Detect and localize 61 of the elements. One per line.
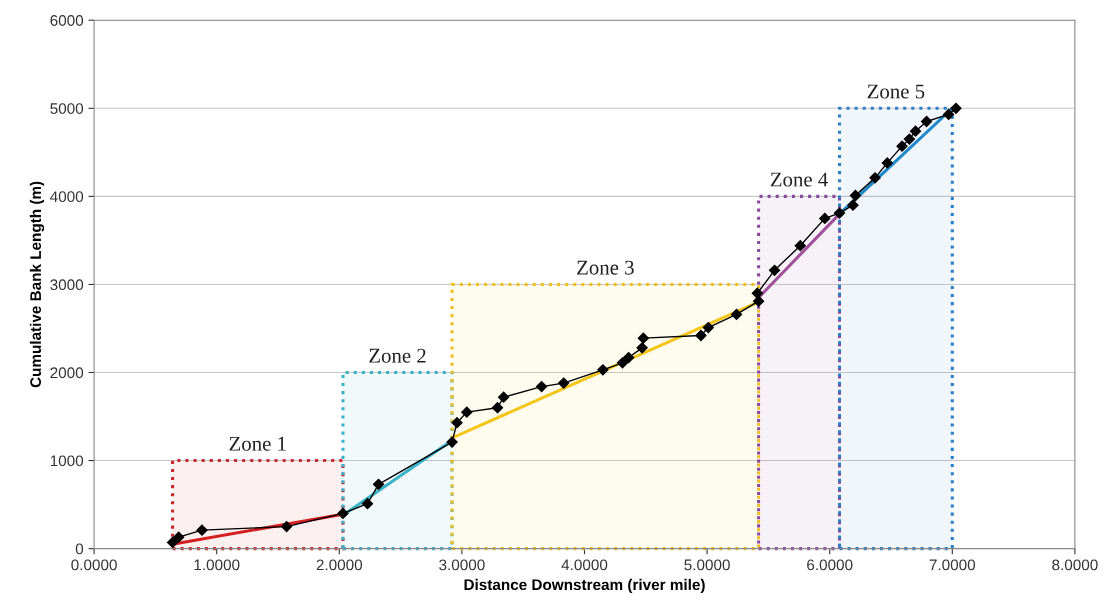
y-axis-title: Cumulative Bank Length (m) xyxy=(29,181,45,388)
point xyxy=(903,133,915,145)
point xyxy=(451,417,463,429)
y-tick-label: 1000 xyxy=(50,455,84,467)
point xyxy=(909,125,922,137)
point xyxy=(337,507,349,520)
x-tick-label: 5.0000 xyxy=(684,559,730,571)
point xyxy=(166,536,179,549)
x-tick-label: 7.0000 xyxy=(929,559,976,571)
band-label: Zone 1 xyxy=(229,436,286,451)
point xyxy=(819,212,831,224)
point xyxy=(695,329,707,342)
point xyxy=(372,478,385,490)
band-label: Zone 5 xyxy=(867,84,925,99)
point xyxy=(730,308,743,320)
x-tick-label: 6.0000 xyxy=(807,559,853,571)
band-label: Zone 2 xyxy=(369,348,426,363)
x-tick-label: 3.0000 xyxy=(439,559,485,571)
point xyxy=(491,402,504,414)
x-tick-label: 0.0000 xyxy=(71,559,117,571)
y-tick-label: 3000 xyxy=(50,279,84,291)
point xyxy=(280,521,293,533)
point xyxy=(768,264,781,276)
point xyxy=(597,364,609,376)
y-tick-label: 5000 xyxy=(50,103,84,114)
point xyxy=(794,240,806,252)
point xyxy=(702,321,714,334)
point xyxy=(535,380,548,393)
point xyxy=(833,207,846,219)
point xyxy=(637,332,649,344)
y-tick-label: 0 xyxy=(75,543,84,555)
x-tick-label: 8.0000 xyxy=(1052,559,1098,571)
point xyxy=(636,342,648,354)
point xyxy=(943,108,955,121)
point xyxy=(869,172,881,184)
point xyxy=(847,199,859,211)
y-tick-label: 2000 xyxy=(50,367,84,379)
point xyxy=(849,189,862,202)
point xyxy=(497,391,510,403)
y-tick-label: 4000 xyxy=(50,191,84,203)
point xyxy=(751,287,763,299)
band-label: Zone 3 xyxy=(577,260,634,275)
point xyxy=(558,377,570,389)
band-label: Zone 4 xyxy=(770,172,828,187)
point xyxy=(623,351,635,364)
point xyxy=(173,531,185,543)
point xyxy=(196,524,208,536)
x-tick-label: 4.0000 xyxy=(561,559,608,571)
point xyxy=(950,102,962,114)
x-axis-title: Distance Downstream (river mile) xyxy=(464,578,705,594)
point xyxy=(881,157,893,169)
point xyxy=(752,295,765,307)
point xyxy=(446,436,458,448)
x-tick-label: 2.0000 xyxy=(316,559,363,571)
point xyxy=(616,357,629,369)
point xyxy=(461,406,473,418)
point xyxy=(920,115,933,128)
x-tick-label: 1.0000 xyxy=(194,559,240,571)
point xyxy=(896,140,908,152)
point xyxy=(361,498,374,510)
y-tick-label: 6000 xyxy=(50,15,84,26)
